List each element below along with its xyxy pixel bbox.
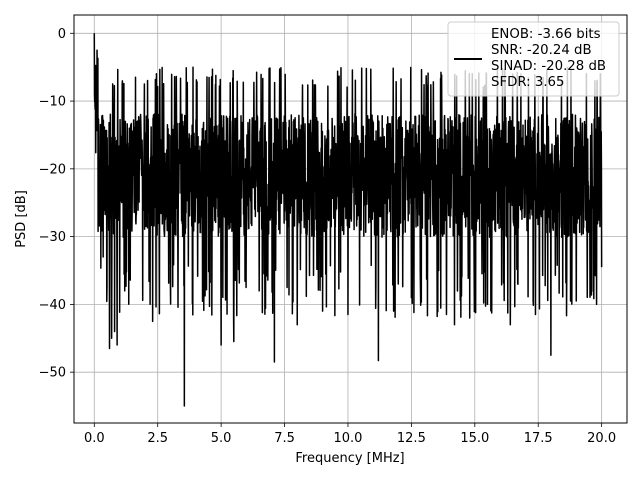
x-tick-label: 0.0 (84, 431, 105, 446)
legend-label: ENOB: -3.66 bits SNR: -20.24 dB SINAD: -20… (491, 27, 606, 90)
plot-frame (73, 14, 628, 424)
x-tick-label: 7.5 (274, 431, 295, 446)
x-tick-label: 2.5 (147, 431, 168, 446)
y-tick-label: −50 (39, 366, 66, 381)
y-tick-label: 0 (58, 27, 66, 42)
y-tick-label: −40 (39, 298, 66, 313)
y-axis-ticks: 0 −10 −20 −30 −40 −50 (39, 27, 74, 381)
x-tick-label: 5.0 (211, 431, 232, 446)
psd-series-line (93, 33, 603, 407)
x-axis-ticks: 0.0 2.5 5.0 7.5 10.0 12.5 15.0 17.5 20.0 (84, 423, 616, 446)
legend: ENOB: -3.66 bits SNR: -20.24 dB SINAD: -20… (447, 21, 620, 97)
y-axis-label: PSD [dB] (14, 190, 29, 248)
x-tick-label: 12.5 (397, 431, 426, 446)
legend-box (447, 21, 620, 97)
y-tick-label: −10 (39, 95, 66, 110)
y-tick-label: −20 (39, 162, 66, 177)
x-tick-label: 17.5 (524, 431, 553, 446)
x-tick-label: 15.0 (460, 431, 489, 446)
y-tick-label: −30 (39, 230, 66, 245)
series-layer (93, 33, 603, 407)
x-tick-label: 20.0 (587, 431, 616, 446)
x-axis-label: Frequency [MHz] (295, 451, 404, 466)
x-tick-label: 10.0 (333, 431, 362, 446)
